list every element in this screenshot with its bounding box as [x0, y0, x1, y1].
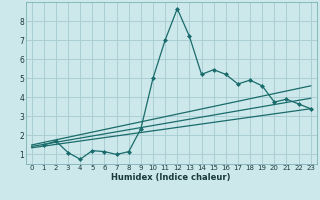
- X-axis label: Humidex (Indice chaleur): Humidex (Indice chaleur): [111, 173, 231, 182]
